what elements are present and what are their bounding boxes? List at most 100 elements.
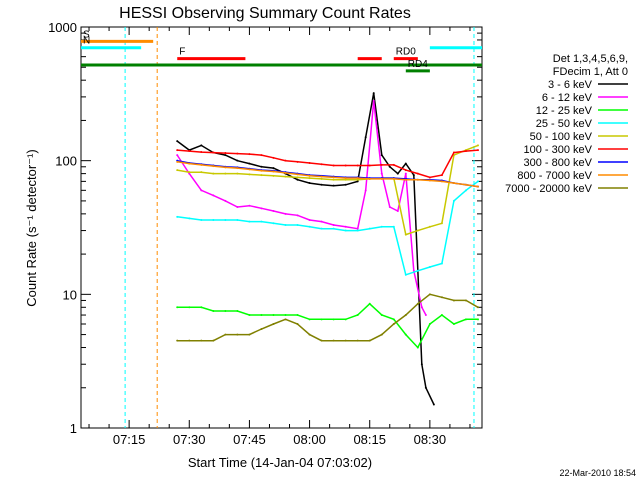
legend-label: 12 - 25 keV: [536, 105, 593, 117]
data-point: [412, 174, 415, 177]
data-point: [224, 152, 227, 155]
data-point: [404, 233, 407, 236]
data-point: [428, 176, 431, 179]
data-point: [200, 151, 203, 154]
data-point: [404, 169, 407, 172]
data-point: [188, 162, 191, 165]
data-point: [332, 227, 335, 230]
data-point: [272, 174, 275, 177]
legend-label: 300 - 800 keV: [524, 157, 593, 169]
data-point: [392, 177, 395, 180]
data-point: [272, 322, 275, 325]
data-point: [308, 174, 311, 177]
data-point: [356, 178, 359, 181]
series-line: [177, 149, 479, 179]
data-point: [392, 225, 395, 228]
data-point: [396, 172, 399, 175]
data-point: [416, 302, 419, 305]
data-point: [260, 328, 263, 331]
data-point: [200, 163, 203, 166]
data-point: [296, 314, 299, 317]
data-point: [296, 176, 299, 179]
data-point: [224, 199, 227, 202]
series-line: [176, 92, 435, 405]
data-point: [284, 175, 287, 178]
data-point: [224, 310, 227, 313]
y-axis-label: Count Rate (s⁻¹ detector⁻¹): [24, 149, 39, 307]
data-point: [404, 162, 407, 165]
data-point: [212, 339, 215, 342]
legend-label: 100 - 300 keV: [524, 144, 593, 156]
data-point: [236, 333, 239, 336]
data-point: [464, 318, 467, 321]
data-point: [404, 178, 407, 181]
data-point: [356, 339, 359, 342]
data-point: [260, 220, 263, 223]
data-point: [248, 153, 251, 156]
data-point: [332, 318, 335, 321]
data-point: [200, 306, 203, 309]
data-point: [176, 160, 179, 163]
series-line: [177, 144, 479, 236]
x-tick-label: 07:15: [113, 432, 146, 447]
data-point: [416, 172, 419, 175]
data-point: [420, 363, 423, 366]
x-tick-label: 07:30: [173, 432, 206, 447]
data-point: [296, 160, 299, 163]
data-point: [296, 178, 299, 181]
data-point: [176, 215, 179, 218]
data-point: [404, 172, 407, 175]
data-point: [248, 162, 251, 165]
legend-header: Det 1,3,4,5,6,9,: [553, 53, 628, 65]
data-point: [476, 149, 479, 152]
legend-label: 6 - 12 keV: [542, 92, 593, 104]
data-point: [320, 220, 323, 223]
flag-label: RD0: [396, 47, 416, 58]
data-point: [476, 318, 479, 321]
data-point: [284, 318, 287, 321]
data-point: [452, 151, 455, 154]
data-point: [416, 178, 419, 181]
data-point: [432, 403, 435, 406]
data-point: [388, 206, 391, 209]
data-point: [308, 182, 311, 185]
data-point: [464, 299, 467, 302]
data-point: [344, 229, 347, 232]
data-point: [200, 189, 203, 192]
legend-label: 800 - 7000 keV: [517, 170, 592, 182]
data-point: [296, 173, 299, 176]
y-tick-label: 1: [70, 421, 77, 436]
data-point: [272, 156, 275, 159]
data-point: [296, 322, 299, 325]
data-point: [308, 177, 311, 180]
data-point: [260, 314, 263, 317]
data-point: [224, 172, 227, 175]
data-point: [284, 159, 287, 162]
data-point: [212, 172, 215, 175]
data-point: [368, 302, 371, 305]
data-point: [224, 218, 227, 221]
series-line: [177, 161, 479, 188]
data-point: [440, 314, 443, 317]
data-point: [308, 333, 311, 336]
data-point: [320, 175, 323, 178]
data-point: [404, 273, 407, 276]
data-point: [320, 227, 323, 230]
data-point: [424, 314, 427, 317]
legend: Det 1,3,4,5,6,9,FDecim 1, Att 03 - 6 keV…: [505, 53, 628, 195]
data-point: [404, 314, 407, 317]
data-point: [176, 149, 179, 152]
data-point: [188, 339, 191, 342]
data-point: [272, 222, 275, 225]
data-point: [212, 151, 215, 154]
data-point: [356, 227, 359, 230]
data-point: [272, 170, 275, 173]
x-tick-label: 08:30: [414, 432, 447, 447]
data-point: [356, 180, 359, 183]
data-point: [440, 180, 443, 183]
flag-label: S: [83, 29, 90, 40]
data-point: [320, 318, 323, 321]
legend-label: 3 - 6 keV: [548, 79, 593, 91]
data-point: [364, 136, 367, 139]
data-point: [344, 225, 347, 228]
